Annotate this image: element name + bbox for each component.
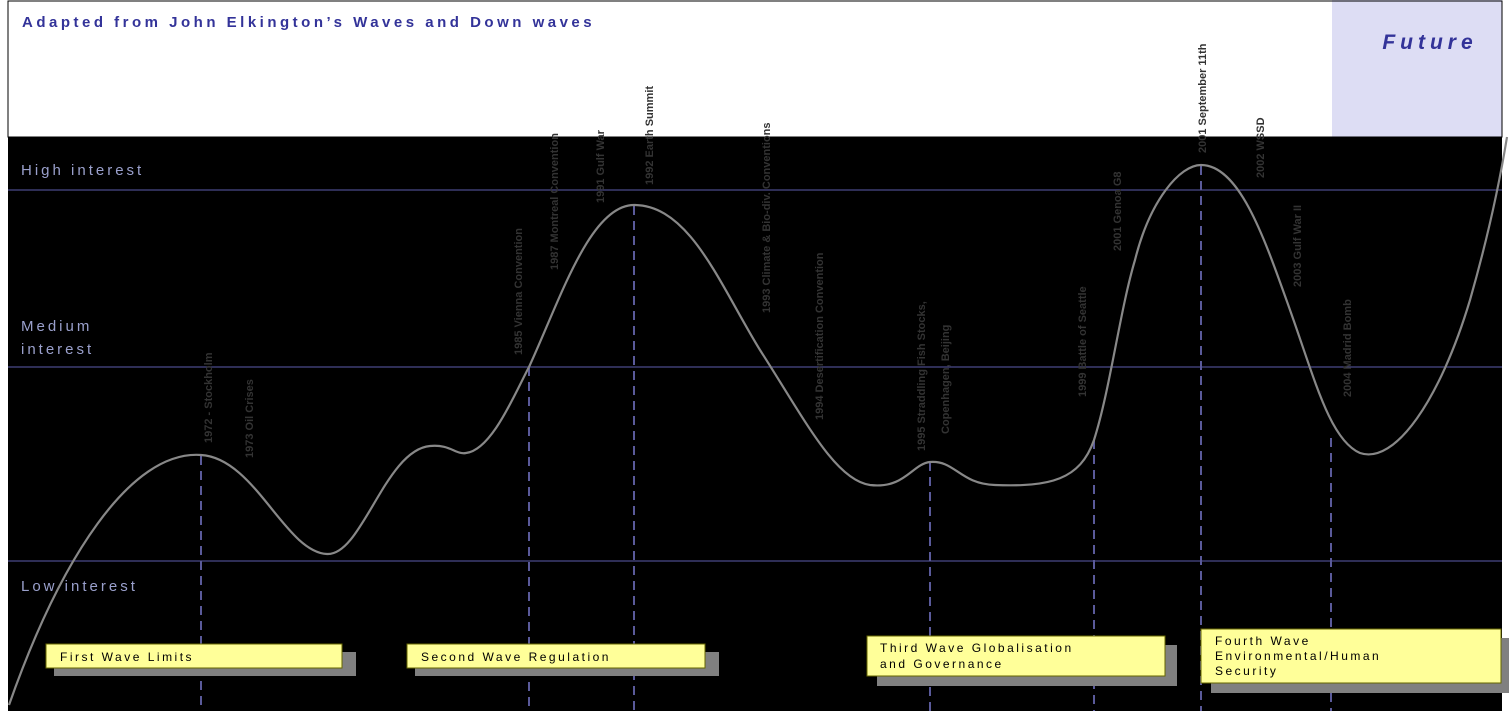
wave-label-first-line: First Wave Limits <box>60 650 194 664</box>
wave-label-second-line: Second Wave Regulation <box>421 650 611 664</box>
event-label-2001-september: 2001 September 11th <box>1197 43 1209 153</box>
wave-box-third: Third Wave Globalisation and Governance <box>866 635 1177 686</box>
wave-box-fourth-fill <box>1200 628 1502 684</box>
event-label-1973-oil-crises: 1973 Oil Crises <box>244 379 256 458</box>
wave-box-third-fill <box>866 635 1166 677</box>
wave-label-fourth-line-1: Fourth Wave <box>1215 634 1311 648</box>
event-label-1987-montreal: 1987 Montreal Convention <box>549 133 561 270</box>
wave-label-second: Second Wave Regulation <box>421 650 611 664</box>
interest-curve <box>7 136 1509 706</box>
wave-label-third-line-2: and Governance <box>880 657 1004 671</box>
event-label-2001-genoa: 2001 Genoa G8 <box>1112 172 1124 252</box>
level-label-low: Low interest <box>21 578 138 595</box>
level-label-medium-line-1: Medium <box>21 318 92 335</box>
level-label-high: High interest <box>21 162 144 179</box>
event-label-1992-earth-summit: 1992 Earth Summit <box>644 86 656 185</box>
wave-box-fourth: Fourth Wave Environmental/Human Security <box>1200 628 1509 693</box>
plot-area <box>8 137 1502 711</box>
level-label-medium-line-2: interest <box>21 341 94 358</box>
level-label-high-line: High interest <box>21 162 144 179</box>
future-band <box>1332 0 1502 137</box>
level-label-low-line: Low interest <box>21 578 138 595</box>
event-label-1995-copenhagen: Copenhagen, Beijing <box>940 325 952 434</box>
event-label-1972-stockholm: 1972 - Stockholm <box>203 352 215 443</box>
event-label-1995-fish-stocks: 1995 Straddling Fish Stocks, <box>916 301 928 451</box>
event-label-1999-seattle: 1999 Battle of Seattle <box>1077 286 1089 397</box>
diagram-title: Adapted from John Elkington’s Waves and … <box>22 14 595 31</box>
wave-label-fourth-line-3: Security <box>1215 664 1278 678</box>
wave-box-second: Second Wave Regulation <box>406 643 719 676</box>
header-area <box>0 0 1511 137</box>
wave-box-first: First Wave Limits <box>45 643 356 676</box>
wave-label-third: Third Wave Globalisation and Governance <box>880 641 1079 671</box>
event-labels: 1972 - Stockholm 1973 Oil Crises 1985 Vi… <box>203 43 1354 458</box>
future-label: Future <box>1382 31 1477 54</box>
wave-box-second-fill <box>406 643 706 669</box>
event-label-1991-gulf-war: 1991 Gulf War <box>595 129 607 203</box>
wave-label-fourth: Fourth Wave Environmental/Human Security <box>1215 634 1387 678</box>
event-label-1993-climate: 1993 Climate & Bio-div. Conventions <box>761 122 773 313</box>
event-label-2002-wssd: 2002 WSSD <box>1255 117 1267 178</box>
event-label-1994-desertification: 1994 Desertification Convention <box>814 252 826 420</box>
event-label-2004-madrid: 2004 Madrid Bomb <box>1342 299 1354 397</box>
wave-label-third-line-1: Third Wave Globalisation <box>880 641 1074 655</box>
wave-label-first: First Wave Limits <box>60 650 194 664</box>
wave-box-first-fill <box>45 643 343 669</box>
wave-label-fourth-line-2: Environmental/Human <box>1215 649 1381 663</box>
event-label-2003-gulf-war-ii: 2003 Gulf War II <box>1292 205 1304 287</box>
level-label-medium: Medium interest <box>21 318 100 358</box>
event-label-1985-vienna: 1985 Vienna Convention <box>513 228 525 355</box>
